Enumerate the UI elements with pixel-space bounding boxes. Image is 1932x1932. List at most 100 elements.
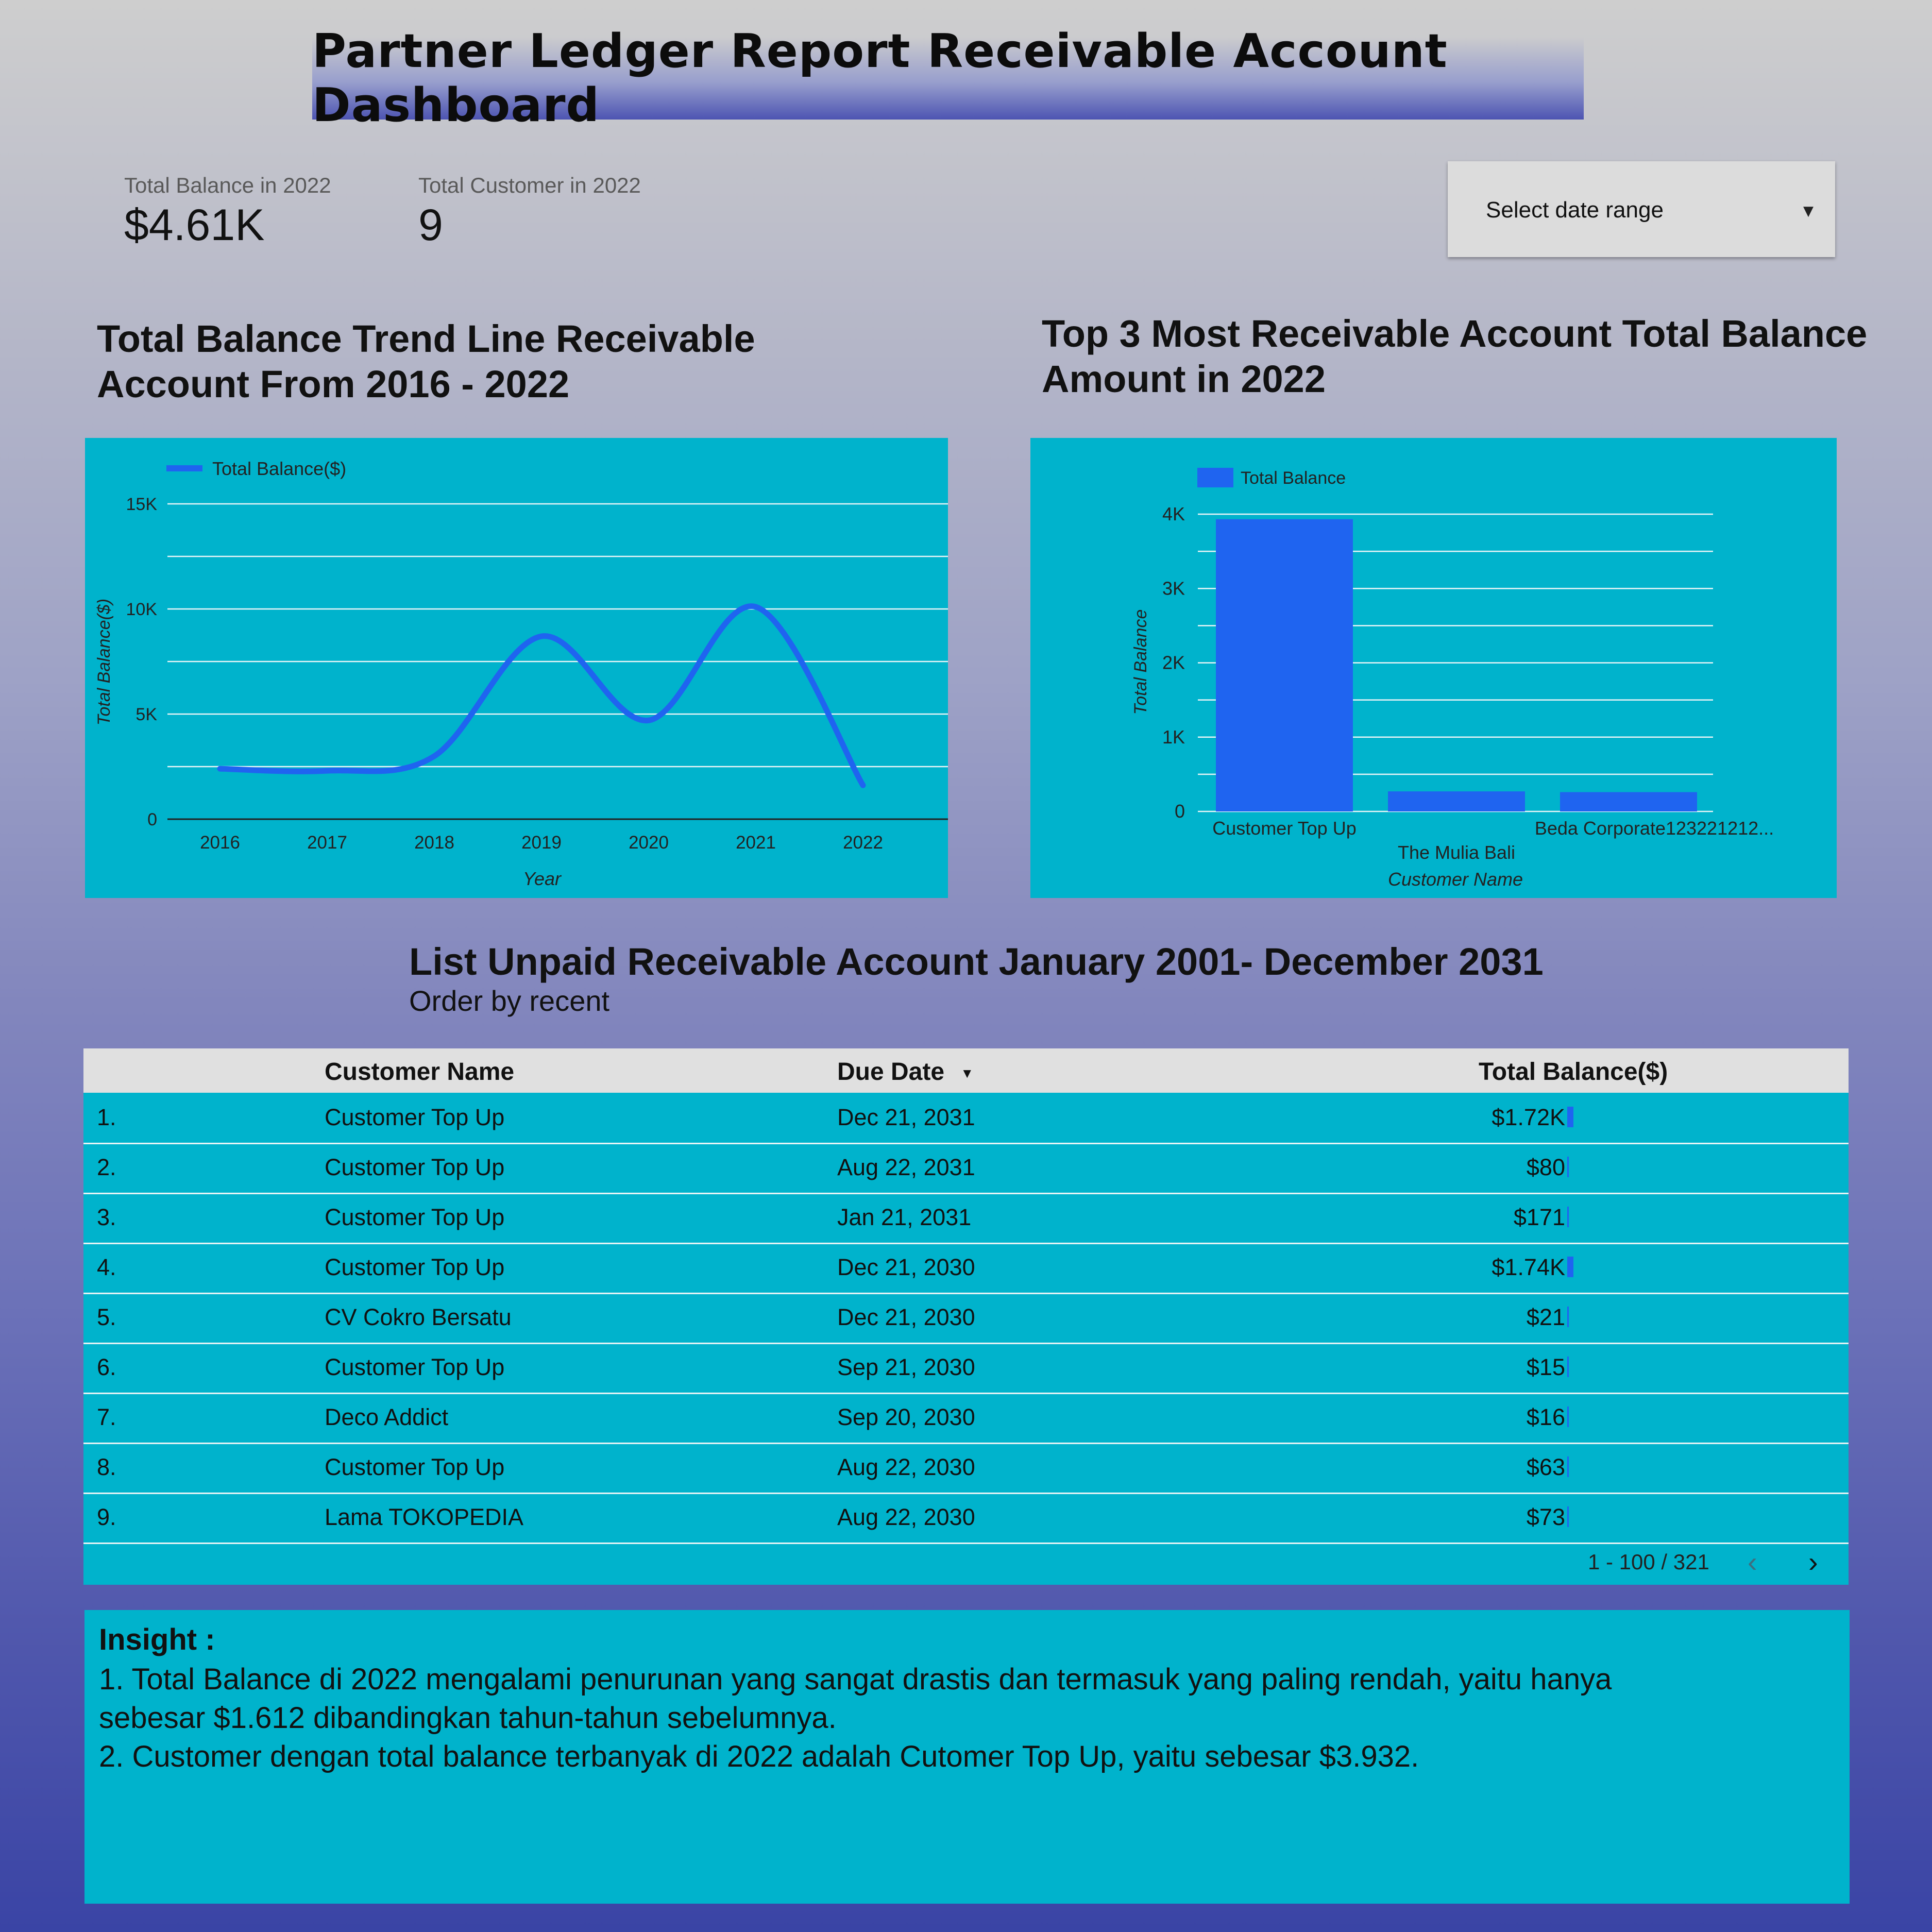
next-page-icon[interactable]: › [1808,1546,1818,1578]
row-due-date: Aug 22, 2030 [837,1504,975,1530]
dashboard-title-banner: Partner Ledger Report Receivable Account… [312,24,1584,132]
line-chart: 0 5K 10K 15K 2016 2017 2018 2019 2020 2021 2022 T… [94,458,981,889]
insight-panel: Insight : 1. Total Balance di 2022 menga… [84,1610,1850,1904]
line-y-axis-label: Total Balance($) [94,599,114,725]
line-x-tick-label: 2016 [200,833,240,853]
col-header-due-date[interactable]: Due Date ▼ [837,1058,974,1086]
table-body: 1. Customer Top Up Dec 21, 2031 $1.72K 2. Cus… [83,1093,1849,1585]
row-customer-name: Customer Top Up [325,1204,505,1230]
row-balance-bar [1567,1456,1569,1477]
insight-line-3: 2. Customer dengan total balance terbany… [99,1740,1419,1773]
prev-page-icon[interactable]: ‹ [1748,1546,1757,1578]
bar-x-tick-label: Customer Top Up [1212,818,1356,839]
bar-y-tick-label: 1K [1162,726,1185,748]
bar-legend-swatch [1197,468,1233,487]
table-row[interactable]: 8. Customer Top Up Aug 22, 2030 $63 [83,1443,1849,1494]
sort-desc-icon: ▼ [960,1065,974,1081]
row-customer-name: Lama TOKOPEDIA [325,1504,523,1530]
row-balance-bar [1567,1107,1573,1127]
line-chart-panel: 0 5K 10K 15K 2016 2017 2018 2019 2020 2021 2022 T… [85,438,981,898]
line-x-tick-label: 2019 [521,833,562,853]
table-title: List Unpaid Receivable Account January 2… [409,940,1544,983]
row-customer-name: Customer Top Up [325,1154,505,1180]
row-due-date: Dec 21, 2030 [837,1304,975,1330]
row-balance-bar [1567,1257,1573,1277]
col-header-customer-name[interactable]: Customer Name [325,1058,515,1086]
top3-chart-title: Top 3 Most Receivable Account Total Bala… [1042,311,1867,402]
table-row[interactable]: 5. CV Cokro Bersatu Dec 21, 2030 $21 [83,1293,1849,1344]
line-y-tick-label: 5K [135,705,157,724]
line-y-tick-label: 0 [147,810,157,829]
line-x-tick-label: 2021 [736,833,776,853]
row-index: 6. [97,1354,116,1380]
bar-y-tick-label: 3K [1162,578,1185,599]
bar-x-tick-label: Beda Corporate123221212... [1535,818,1774,839]
row-balance-bar [1567,1307,1569,1327]
row-total-balance: $63 [1526,1454,1565,1480]
row-total-balance: $1.74K [1492,1254,1565,1280]
dashboard-title: Partner Ledger Report Receivable Account… [312,24,1448,132]
table-row[interactable]: 4. Customer Top Up Dec 21, 2030 $1.74K [83,1243,1849,1294]
row-customer-name: Deco Addict [325,1404,449,1430]
table-subtitle: Order by recent [409,985,610,1017]
row-customer-name: Customer Top Up [325,1254,505,1280]
row-balance-bar [1567,1357,1569,1377]
bar-chart-panel: 0 1K 2K 3K 4K Customer Top Up The Mulia Bali B… [1030,438,1837,898]
bar-x-tick-label: The Mulia Bali [1398,842,1515,863]
row-customer-name: Customer Top Up [325,1454,505,1480]
row-customer-name: Customer Top Up [325,1104,505,1130]
row-index: 7. [97,1404,116,1430]
insight-line-1: 1. Total Balance di 2022 mengalami penur… [99,1663,1612,1696]
line-x-tick-label: 2022 [843,833,883,853]
row-index: 4. [97,1254,116,1280]
bar-y-tick-label: 2K [1162,652,1185,673]
row-customer-name: Customer Top Up [325,1354,505,1380]
row-index: 9. [97,1504,116,1530]
row-total-balance: $1.72K [1492,1104,1565,1130]
row-due-date: Aug 22, 2031 [837,1154,975,1180]
row-balance-bar [1567,1406,1569,1427]
table-row[interactable]: 2. Customer Top Up Aug 22, 2031 $80 [83,1143,1849,1194]
table-row[interactable]: 1. Customer Top Up Dec 21, 2031 $1.72K [83,1093,1849,1144]
trend-title-line2: Account From 2016 - 2022 [97,363,570,405]
date-range-label: Select date range [1486,197,1664,223]
line-y-tick-label: 15K [126,495,158,514]
row-index: 1. [97,1104,116,1130]
trend-chart-title: Total Balance Trend Line Receivable Acco… [97,316,755,407]
row-due-date: Jan 21, 2031 [837,1204,972,1230]
row-total-balance: $171 [1513,1204,1565,1230]
table-row[interactable]: 6. Customer Top Up Sep 21, 2030 $15 [83,1343,1849,1394]
bar-y-axis-label: Total Balance [1131,609,1150,715]
row-total-balance: $16 [1526,1404,1565,1430]
table-row[interactable]: 7. Deco Addict Sep 20, 2030 $16 [83,1393,1849,1444]
kpi-total-balance-value: $4.61K [124,200,265,250]
line-x-tick-label: 2020 [629,833,669,853]
bar-chart: 0 1K 2K 3K 4K Customer Top Up The Mulia Bali B… [1131,468,1774,890]
table-header: Customer Name Due Date ▼ Total Balance($… [83,1048,1849,1093]
row-balance-bar [1567,1506,1569,1527]
row-index: 2. [97,1154,116,1180]
table-row[interactable]: 3. Customer Top Up Jan 21, 2031 $171 [83,1193,1849,1244]
row-customer-name: CV Cokro Bersatu [325,1304,512,1330]
row-balance-bar [1567,1157,1569,1177]
line-y-tick-label: 10K [126,600,158,619]
insight-line-2: sebesar $1.612 dibandingkan tahun-tahun … [99,1701,837,1735]
bar-y-tick-label: 0 [1175,801,1185,822]
bar-2 [1388,791,1525,811]
top3-title-line2: Amount in 2022 [1042,358,1326,400]
line-series-total-balance [217,603,866,788]
date-range-selector[interactable]: Select date range ▼ [1448,161,1835,257]
col-header-total-balance[interactable]: Total Balance($) [1479,1058,1668,1086]
col-header-due-date-label: Due Date [837,1058,945,1086]
row-due-date: Sep 20, 2030 [837,1404,975,1430]
trend-title-line1: Total Balance Trend Line Receivable [97,317,755,360]
line-x-tick-label: 2018 [414,833,454,853]
bar-1 [1216,519,1353,811]
table-row[interactable]: 9. Lama TOKOPEDIA Aug 22, 2030 $73 [83,1493,1849,1544]
kpi-total-customer-label: Total Customer in 2022 [418,173,641,197]
bar-x-axis-label: Customer Name [1388,869,1523,890]
row-total-balance: $21 [1526,1304,1565,1330]
row-total-balance: $15 [1526,1354,1565,1380]
bar-legend-label: Total Balance [1241,468,1346,488]
kpi-total-customer-value: 9 [418,200,443,250]
